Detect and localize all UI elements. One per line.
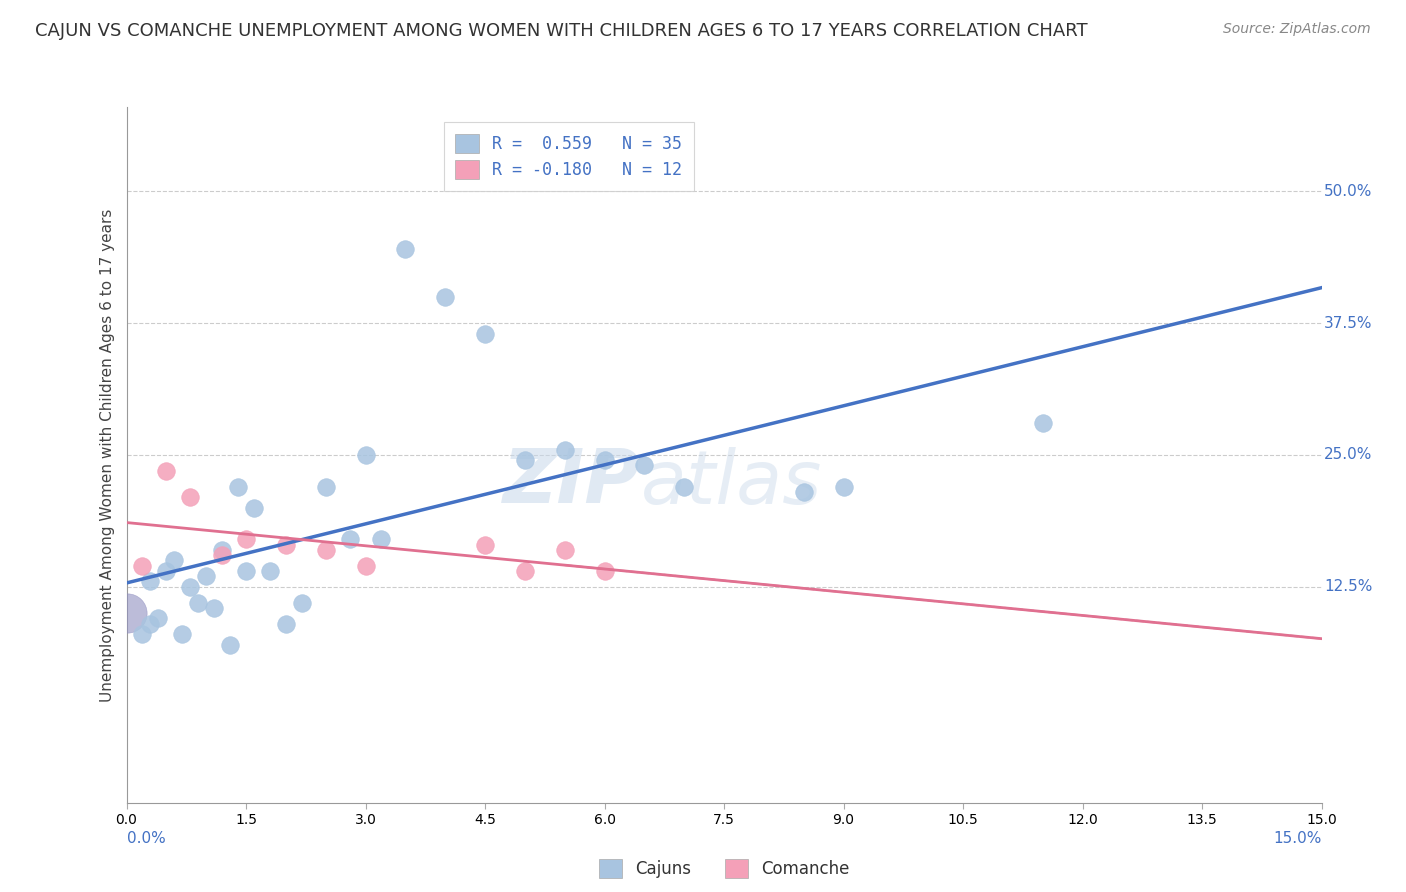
Point <box>554 442 576 457</box>
Point <box>211 548 233 562</box>
Point <box>195 569 218 583</box>
Point <box>219 638 242 652</box>
Point <box>370 533 392 547</box>
Point <box>243 500 266 515</box>
Point <box>593 453 616 467</box>
Point <box>354 558 377 573</box>
Point <box>139 616 162 631</box>
Text: 50.0%: 50.0% <box>1324 184 1372 199</box>
Point <box>793 484 815 499</box>
Point <box>131 558 153 573</box>
Point <box>474 326 496 341</box>
Point <box>673 479 696 493</box>
Point <box>274 537 297 551</box>
Point <box>394 243 416 257</box>
Text: 37.5%: 37.5% <box>1324 316 1372 331</box>
Point <box>434 290 457 304</box>
Point <box>211 542 233 557</box>
Point <box>179 580 201 594</box>
Point <box>513 564 536 578</box>
Text: atlas: atlas <box>640 447 823 519</box>
Text: 0.0%: 0.0% <box>127 830 166 846</box>
Text: 25.0%: 25.0% <box>1324 448 1372 462</box>
Point <box>163 553 186 567</box>
Point <box>179 490 201 504</box>
Point <box>155 564 177 578</box>
Text: CAJUN VS COMANCHE UNEMPLOYMENT AMONG WOMEN WITH CHILDREN AGES 6 TO 17 YEARS CORR: CAJUN VS COMANCHE UNEMPLOYMENT AMONG WOM… <box>35 22 1088 40</box>
Text: 15.0%: 15.0% <box>1274 830 1322 846</box>
Point <box>1032 417 1054 431</box>
Point <box>315 479 337 493</box>
Point <box>148 611 170 625</box>
Point <box>235 564 257 578</box>
Point <box>513 453 536 467</box>
Point <box>274 616 297 631</box>
Point <box>172 627 194 641</box>
Point <box>633 458 655 473</box>
Point <box>131 627 153 641</box>
Point <box>832 479 855 493</box>
Point <box>259 564 281 578</box>
Point <box>474 537 496 551</box>
Point <box>155 464 177 478</box>
Point <box>339 533 361 547</box>
Y-axis label: Unemployment Among Women with Children Ages 6 to 17 years: Unemployment Among Women with Children A… <box>100 208 115 702</box>
Text: ZIP: ZIP <box>503 446 640 519</box>
Point <box>315 542 337 557</box>
Point <box>593 564 616 578</box>
Text: 12.5%: 12.5% <box>1324 579 1372 594</box>
Legend: Cajuns, Comanche: Cajuns, Comanche <box>592 853 856 885</box>
Point <box>226 479 249 493</box>
Point <box>139 574 162 589</box>
Point <box>202 600 225 615</box>
Point <box>291 595 314 609</box>
Point <box>354 448 377 462</box>
Point <box>115 606 138 620</box>
Point <box>554 542 576 557</box>
Point <box>187 595 209 609</box>
Point <box>235 533 257 547</box>
Text: Source: ZipAtlas.com: Source: ZipAtlas.com <box>1223 22 1371 37</box>
